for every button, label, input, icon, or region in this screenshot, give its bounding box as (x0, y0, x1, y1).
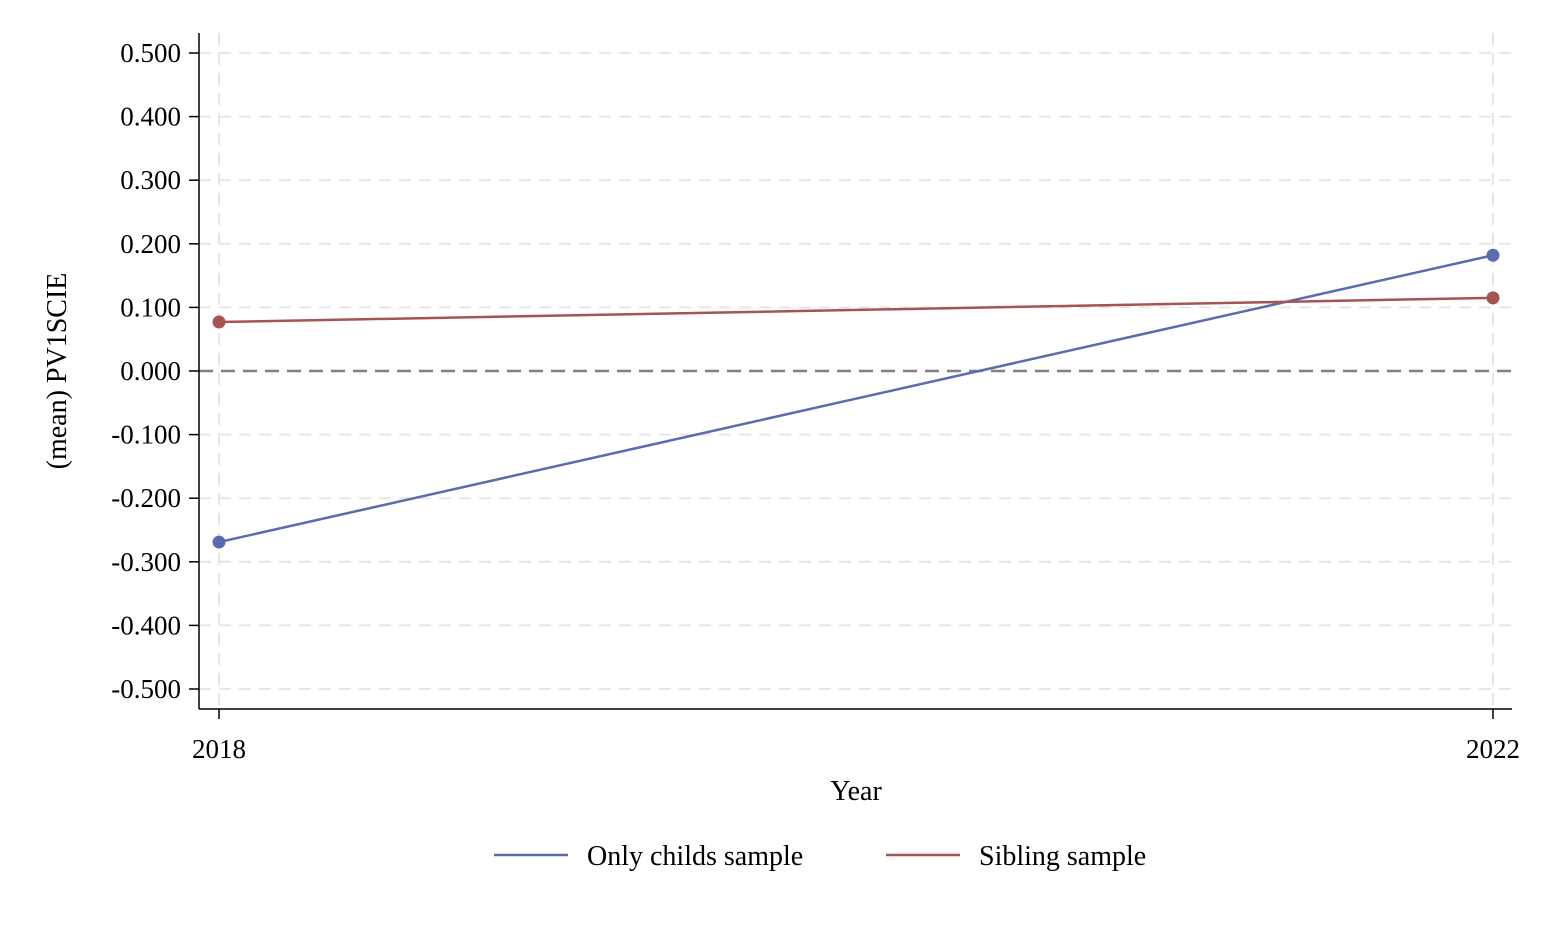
y-tick-label: -0.300 (111, 547, 181, 577)
y-tick-label: 0.200 (120, 229, 181, 259)
legend: Only childs sample Sibling sample (494, 841, 1146, 872)
y-tick-label: 0.100 (120, 292, 181, 322)
labels-layer: Year (mean) PV1SCIE (42, 273, 882, 807)
y-tick-label: 0.400 (120, 102, 181, 132)
x-tick-label: 2022 (1466, 734, 1520, 764)
y-tick-label: -0.100 (111, 420, 181, 450)
series-line (218, 296, 1494, 324)
y-tick-label: -0.200 (111, 483, 181, 513)
x-tick-label: 2018 (192, 734, 246, 764)
x-axis-title: Year (830, 776, 882, 807)
legend-label: Sibling sample (979, 841, 1146, 872)
data-point (212, 535, 226, 549)
legend-label: Only childs sample (587, 841, 803, 872)
axes-layer: 0.500 0.400 0.300 0.200 0.100 0.000 -0.100 -0.2… (111, 33, 1520, 764)
y-tick-label: -0.500 (111, 674, 181, 704)
data-point (1486, 291, 1500, 305)
grid-layer (199, 33, 1512, 709)
y-tick-label: 0.000 (120, 356, 181, 386)
data-point (1486, 248, 1500, 262)
y-tick-label: -0.400 (111, 610, 181, 640)
y-axis-title: (mean) PV1SCIE (42, 273, 73, 470)
y-tick-label: 0.500 (120, 38, 181, 68)
series-layer (212, 248, 1500, 549)
data-point (212, 315, 226, 329)
y-tick-label: 0.300 (120, 165, 181, 195)
